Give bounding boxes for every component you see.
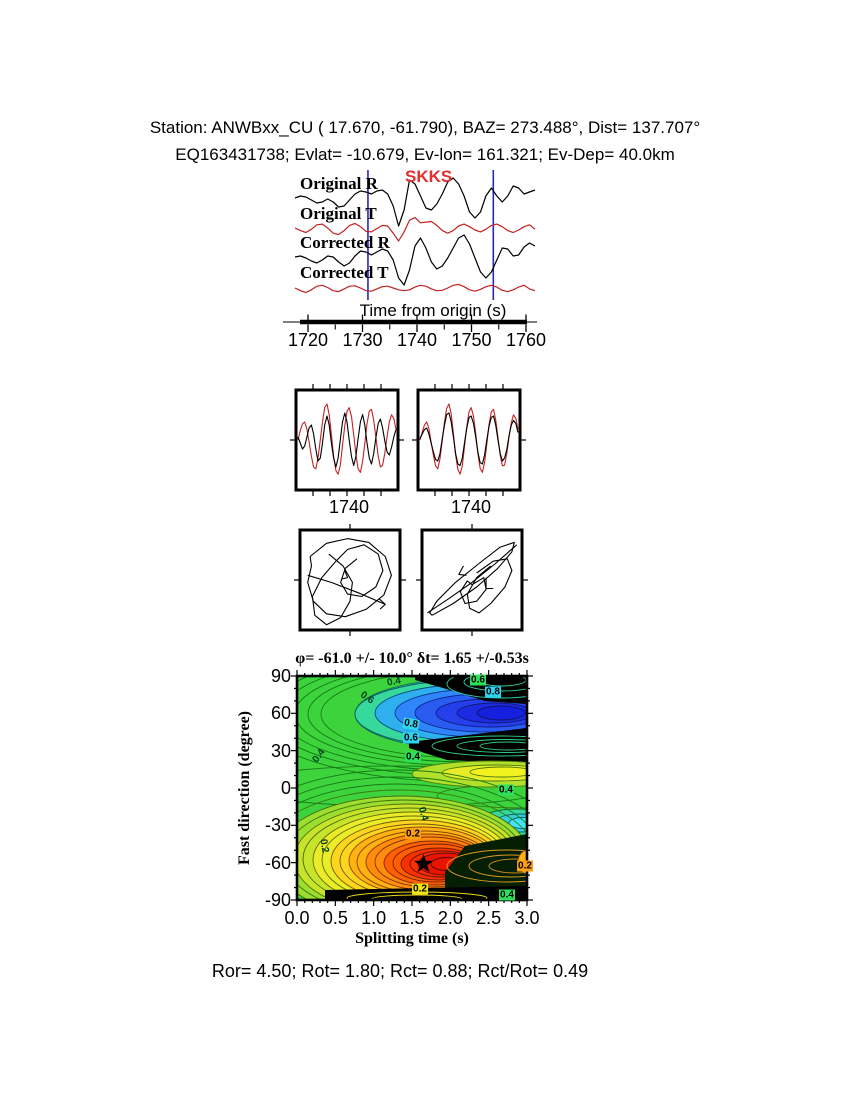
trace-label-original-r: Original R (300, 174, 378, 193)
x-tick-label: 0.0 (284, 908, 310, 928)
contour-annotation: 0.2 (412, 883, 428, 895)
x-tick-label: 0.5 (322, 908, 348, 928)
time-tick-label: 1720 (287, 330, 329, 350)
time-tick-label: 1760 (505, 330, 547, 350)
seismogram-plot (283, 170, 537, 332)
particle-motion-left (294, 524, 406, 636)
x-tick-label: 1.5 (399, 908, 425, 928)
contour-annotation: 0.6 (403, 732, 419, 744)
y-tick-label: -90 (264, 890, 291, 910)
y-tick-label: -30 (264, 815, 291, 836)
y-tick-label: 30 (270, 740, 291, 761)
contour-annotation: 0.8 (485, 686, 501, 698)
x-axis-label: Splitting time (s) (355, 930, 469, 947)
window-label-right: 1740 (450, 497, 492, 517)
phase-label: SKKS (405, 167, 453, 186)
trace-label-original-t: Original T (300, 204, 377, 223)
window-panel-left (290, 384, 404, 496)
contour-annotation: 0.2 (517, 860, 533, 872)
contour-annotation: 0.6 (470, 674, 486, 686)
time-tick-label: 1750 (451, 330, 492, 350)
y-tick-label: 90 (270, 666, 291, 686)
event-line: EQ163431738; Evlat= -10.679, Ev-lon= 161… (175, 145, 675, 164)
result-line: Ror= 4.50; Rot= 1.80; Rct= 0.88; Rct/Rot… (211, 961, 589, 981)
contour-annotation: 0.2 (405, 828, 421, 840)
x-tick-label: 1.0 (361, 908, 387, 928)
window-panel-right (412, 384, 526, 496)
trace-label-corrected-t: Corrected T (300, 263, 389, 282)
contour-annotation: 0.4 (498, 784, 514, 796)
y-tick-label: 0 (280, 778, 291, 798)
x-tick-label: 3.0 (514, 908, 540, 928)
time-axis-label: Time from origin (s) (359, 301, 507, 320)
y-tick-label: -60 (264, 852, 291, 873)
particle-motion-right (416, 524, 528, 636)
contour-annotation: 0.4 (499, 889, 515, 901)
x-tick-label: 2.5 (476, 908, 502, 928)
contour-title: φ= -61.0 +/- 10.0° δt= 1.65 +/-0.53s (295, 650, 529, 667)
station-line: Station: ANWBxx_CU ( 17.670, -61.790), B… (149, 118, 701, 137)
contour-annotation: 0.4 (405, 751, 421, 763)
window-label-left: 1740 (328, 497, 370, 517)
trace-label-corrected-r: Corrected R (300, 233, 390, 252)
time-tick-label: 1730 (342, 330, 383, 350)
time-tick-label: 1740 (396, 330, 438, 350)
x-tick-label: 2.0 (437, 908, 463, 928)
y-tick-label: 60 (270, 703, 291, 724)
misfit-contour-plot (291, 670, 533, 906)
